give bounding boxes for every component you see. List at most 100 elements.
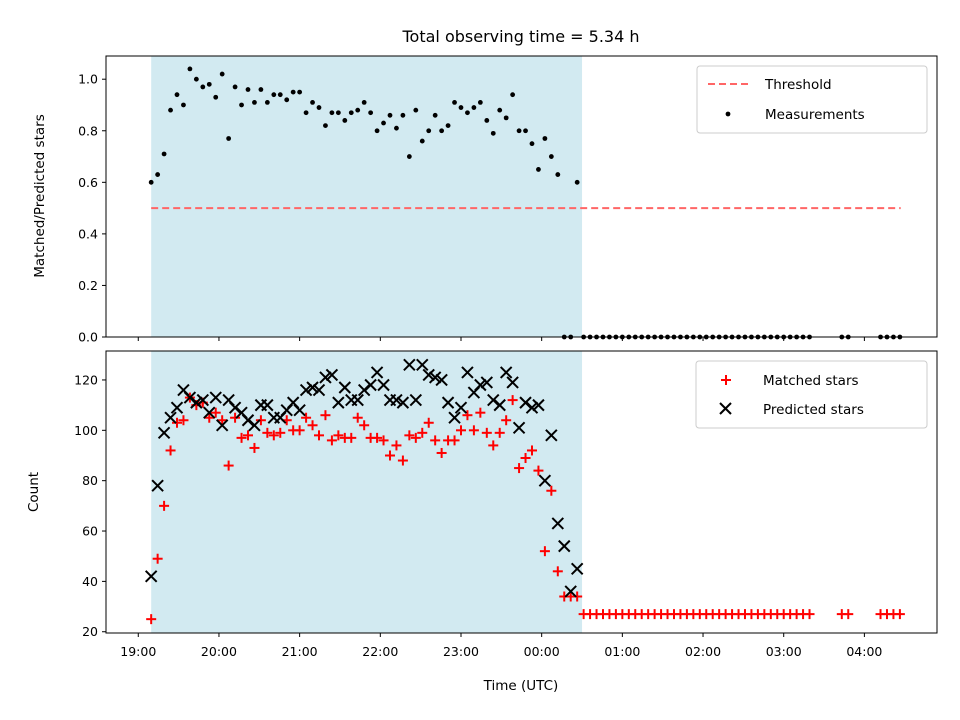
measurement-point	[316, 105, 322, 110]
matched-star-point	[546, 485, 557, 496]
measurement-point	[297, 89, 303, 95]
measurement-point	[355, 107, 361, 113]
measurement-point	[303, 110, 309, 116]
x-tick-label: 21:00	[282, 644, 318, 659]
predicted-star-point	[293, 403, 306, 417]
measurement-point	[161, 151, 167, 157]
measurement-point	[555, 172, 561, 177]
bottom-legend-box	[695, 360, 928, 429]
measurement-point	[258, 87, 264, 92]
predicted-star-point	[183, 391, 197, 404]
predicted-stars-series	[144, 358, 584, 598]
measurement-point	[471, 105, 477, 110]
matched-star-point	[275, 427, 286, 438]
measurement-point	[342, 118, 348, 123]
top-y-axis-ticks: 0.0 0.2 0.4 0.6 0.8 1.0	[78, 72, 106, 345]
predicted-star-point	[474, 378, 487, 392]
measurement-point	[387, 112, 393, 118]
matched-star-point	[204, 412, 215, 423]
matched-star-point	[417, 427, 428, 438]
ratio-panel: 0.0 0.2 0.4 0.6 0.8 1.0 Matched/Predicted sta…	[32, 55, 938, 345]
measurement-point	[148, 179, 154, 185]
measurement-point	[245, 87, 251, 92]
matched-star-point	[359, 420, 370, 431]
matched-star-point	[894, 609, 905, 620]
matched-star-point	[307, 420, 318, 431]
predicted-star-point	[487, 393, 500, 407]
matched-star-point	[152, 553, 163, 564]
predicted-star-point	[416, 358, 429, 372]
matched-star-point	[268, 430, 279, 441]
matched-star-point	[262, 427, 273, 438]
predicted-star-point	[454, 401, 468, 414]
predicted-star-point	[532, 398, 545, 412]
predicted-star-point	[325, 368, 339, 382]
y-tick-label: 40	[82, 574, 98, 589]
measurement-point	[174, 92, 180, 98]
y-tick-label: 1.0	[78, 72, 98, 87]
measurement-point	[323, 123, 328, 129]
measurement-point	[200, 84, 206, 90]
y-tick-label: 0.4	[78, 226, 98, 241]
measurement-point	[226, 136, 232, 141]
measurement-point	[419, 138, 425, 144]
x-tick-label: 23:00	[443, 644, 479, 659]
predicted-star-point	[215, 419, 229, 432]
matched-star-point	[384, 450, 395, 461]
measurement-point	[374, 128, 380, 134]
measurement-point	[394, 125, 399, 131]
predicted-star-point	[203, 406, 216, 419]
measurement-point	[181, 102, 186, 108]
predicted-star-point	[364, 378, 377, 392]
predicted-star-point	[525, 401, 539, 414]
matched-star-point	[294, 425, 305, 436]
matched-star-point	[378, 435, 389, 446]
x-tick-label: 04:00	[846, 644, 882, 659]
matched-star-point	[217, 415, 228, 426]
matched-star-point	[804, 609, 815, 620]
matched-star-point	[391, 440, 402, 451]
matched-star-point	[333, 430, 344, 441]
predicted-star-point	[377, 378, 390, 392]
predicted-star-point	[261, 398, 274, 412]
predicted-star-point	[312, 383, 326, 397]
measurement-point	[381, 120, 386, 126]
top-legend-box	[696, 65, 928, 134]
matched-star-point	[320, 410, 331, 421]
predicted-star-point	[228, 401, 242, 414]
predicted-star-point	[396, 396, 410, 409]
x-tick-label: 02:00	[685, 644, 721, 659]
measurement-point	[310, 100, 315, 105]
measurement-point	[155, 172, 161, 177]
measurement-point	[536, 167, 541, 172]
measurement-point	[452, 100, 457, 105]
chart-title: Total observing time = 5.34 h	[401, 27, 639, 46]
bottom-y-axis-ticks: 20 40 60 80 100 120	[74, 372, 106, 639]
matched-star-point	[475, 407, 486, 418]
matched-star-point	[455, 425, 466, 436]
predicted-star-point	[144, 570, 158, 583]
predicted-star-point	[506, 376, 519, 389]
predicted-star-point	[209, 391, 222, 404]
predicted-star-point	[370, 366, 384, 379]
matched-star-point	[526, 445, 537, 456]
matched-star-point	[301, 412, 312, 423]
legend-predicted-label: Predicted stars	[763, 402, 864, 418]
measurement-point	[361, 100, 367, 105]
measurement-point	[213, 94, 219, 100]
measurement-point	[264, 100, 270, 105]
measurement-point	[206, 81, 212, 87]
measurement-point	[516, 128, 522, 134]
predicted-star-point	[338, 381, 352, 394]
matched-star-point	[236, 432, 247, 443]
x-tick-label: 00:00	[524, 644, 560, 659]
matched-star-point	[539, 546, 550, 557]
matched-star-point	[372, 432, 383, 443]
predicted-star-point	[190, 396, 203, 409]
measurement-point	[252, 100, 257, 105]
x-tick-label: 01:00	[604, 644, 640, 659]
predicted-star-point	[390, 393, 403, 407]
predicted-star-point	[435, 373, 448, 387]
predicted-star-point	[170, 401, 184, 414]
